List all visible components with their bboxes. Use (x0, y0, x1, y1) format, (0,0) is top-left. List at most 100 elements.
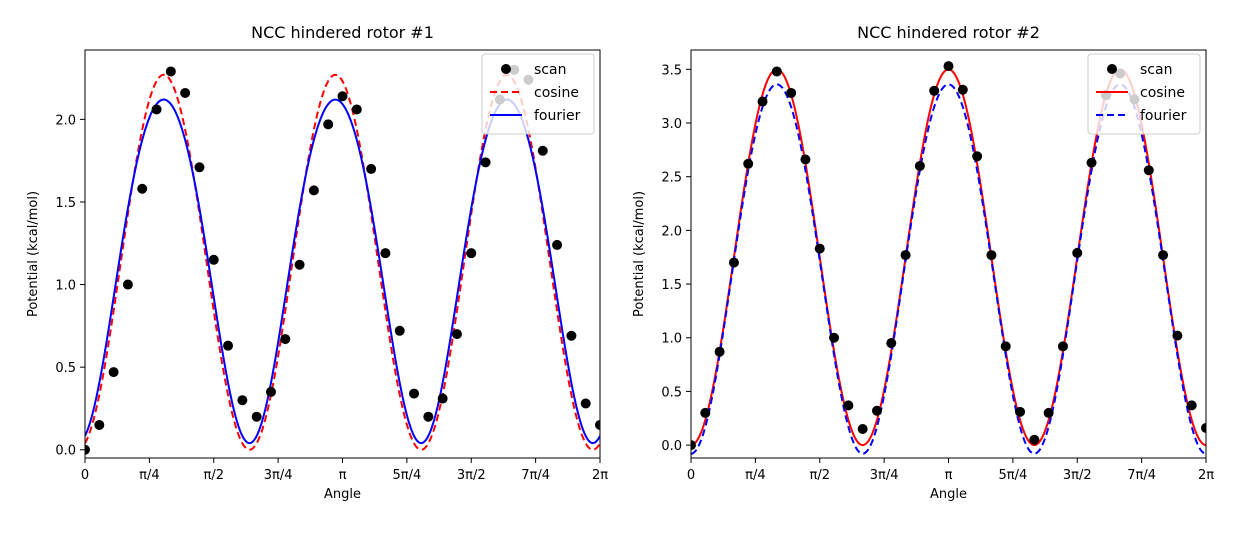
scan-point (423, 411, 434, 422)
scan-point (914, 160, 925, 171)
scan-point (1201, 422, 1206, 433)
scan-point (451, 329, 462, 340)
y-tick-label: 1.5 (661, 278, 682, 293)
scan-point (251, 411, 262, 422)
x-tick-label: 3π/2 (457, 468, 486, 483)
scan-point (537, 145, 548, 156)
scan-point (800, 154, 811, 165)
scan-point (1086, 157, 1097, 168)
y-axis-title: Potential (kcal/mol) (632, 191, 647, 317)
legend-label-cosine: cosine (534, 85, 579, 101)
x-tick-label: 5π/4 (999, 468, 1028, 483)
scan-point (308, 185, 319, 196)
x-tick-label: 0 (687, 468, 695, 483)
scan-point (323, 119, 334, 130)
scan-point (480, 157, 491, 168)
scan-point (691, 440, 696, 451)
scan-point (409, 388, 420, 399)
scan-point (743, 158, 754, 169)
x-tick-label: π/2 (204, 468, 224, 483)
scan-point (466, 248, 477, 259)
y-tick-label: 2.0 (661, 224, 682, 239)
scan-point (786, 87, 797, 98)
scan-point (337, 91, 348, 102)
scan-point (957, 84, 968, 95)
y-tick-label: 2.0 (55, 113, 76, 128)
scan-point (871, 405, 882, 416)
legend-marker-scan (501, 64, 511, 74)
legend: scan cosine fourier (481, 53, 595, 135)
y-tick-label: 1.0 (661, 332, 682, 347)
chart-title: NCC hindered rotor #2 (857, 23, 1040, 42)
scan-point (180, 87, 191, 98)
y-tick-label: 1.0 (55, 279, 76, 294)
y-tick-label: 3.0 (661, 117, 682, 132)
scan-point (351, 104, 362, 115)
x-tick-label: 3π/4 (264, 468, 293, 483)
scan-point (829, 332, 840, 343)
y-tick-label: 3.5 (661, 63, 682, 78)
scan-point (986, 250, 997, 261)
scan-point (972, 151, 983, 162)
scan-point (208, 254, 219, 265)
legend-label-fourier: fourier (534, 108, 581, 124)
scan-point (1158, 250, 1169, 261)
x-tick-label: 7π/4 (521, 468, 550, 483)
x-tick-label: 3π/2 (1063, 468, 1092, 483)
x-tick-label: 5π/4 (393, 468, 422, 483)
legend-label-scan: scan (534, 62, 566, 78)
scan-point (943, 61, 954, 72)
scan-point (900, 250, 911, 261)
scan-point (566, 330, 577, 341)
scan-point (814, 243, 825, 254)
legend-label-fourier: fourier (1140, 108, 1187, 124)
scan-point (1143, 165, 1154, 176)
scan-point (1186, 400, 1197, 411)
x-tick-label: π (945, 468, 953, 483)
scan-point (1015, 406, 1026, 417)
scan-point (1172, 330, 1183, 341)
x-tick-label: 0 (81, 468, 89, 483)
x-axis-title: Angle (324, 487, 361, 502)
scan-point (552, 239, 563, 250)
scan-point (1043, 407, 1054, 418)
scan-point (85, 444, 90, 455)
scan-point (595, 419, 600, 430)
x-tick-label: 2π (592, 468, 608, 483)
legend-marker-scan (1107, 64, 1117, 74)
scan-point (1057, 341, 1068, 352)
plot-area (691, 61, 1206, 455)
chart-title: NCC hindered rotor #1 (251, 23, 434, 42)
legend-box (1087, 53, 1201, 135)
y-tick-label: 0.0 (661, 439, 682, 454)
legend: scan cosine fourier (1087, 53, 1201, 135)
scan-point (394, 325, 405, 336)
scan-point (194, 162, 205, 173)
scan-point (437, 393, 448, 404)
scan-point (771, 66, 782, 77)
y-axis-title: Potential (kcal/mol) (26, 191, 41, 317)
scan-point (237, 395, 248, 406)
scan-point (366, 163, 377, 174)
legend-label-cosine: cosine (1140, 85, 1185, 101)
scan-point (137, 183, 148, 194)
x-axis-title: Angle (930, 487, 967, 502)
scan-point (151, 104, 162, 115)
scan-point (714, 346, 725, 357)
x-tick-label: π (339, 468, 347, 483)
y-tick-label: 1.5 (55, 196, 76, 211)
scan-point (580, 398, 591, 409)
scan-point (108, 367, 119, 378)
scan-point (757, 96, 768, 107)
scan-point (843, 400, 854, 411)
chart-ncc-rotor-2: NCC hindered rotor #2 0 π/4 π/2 3π/4 π 5π/4 3π/… (632, 23, 1214, 502)
scan-point (886, 338, 897, 349)
scan-point (700, 407, 711, 418)
y-tick-label: 2.5 (661, 171, 682, 186)
x-tick-label: 7π/4 (1127, 468, 1156, 483)
x-tick-label: π/2 (810, 468, 830, 483)
scan-point (1000, 341, 1011, 352)
scan-point (1072, 247, 1083, 258)
x-tick-label: π/4 (745, 468, 765, 483)
